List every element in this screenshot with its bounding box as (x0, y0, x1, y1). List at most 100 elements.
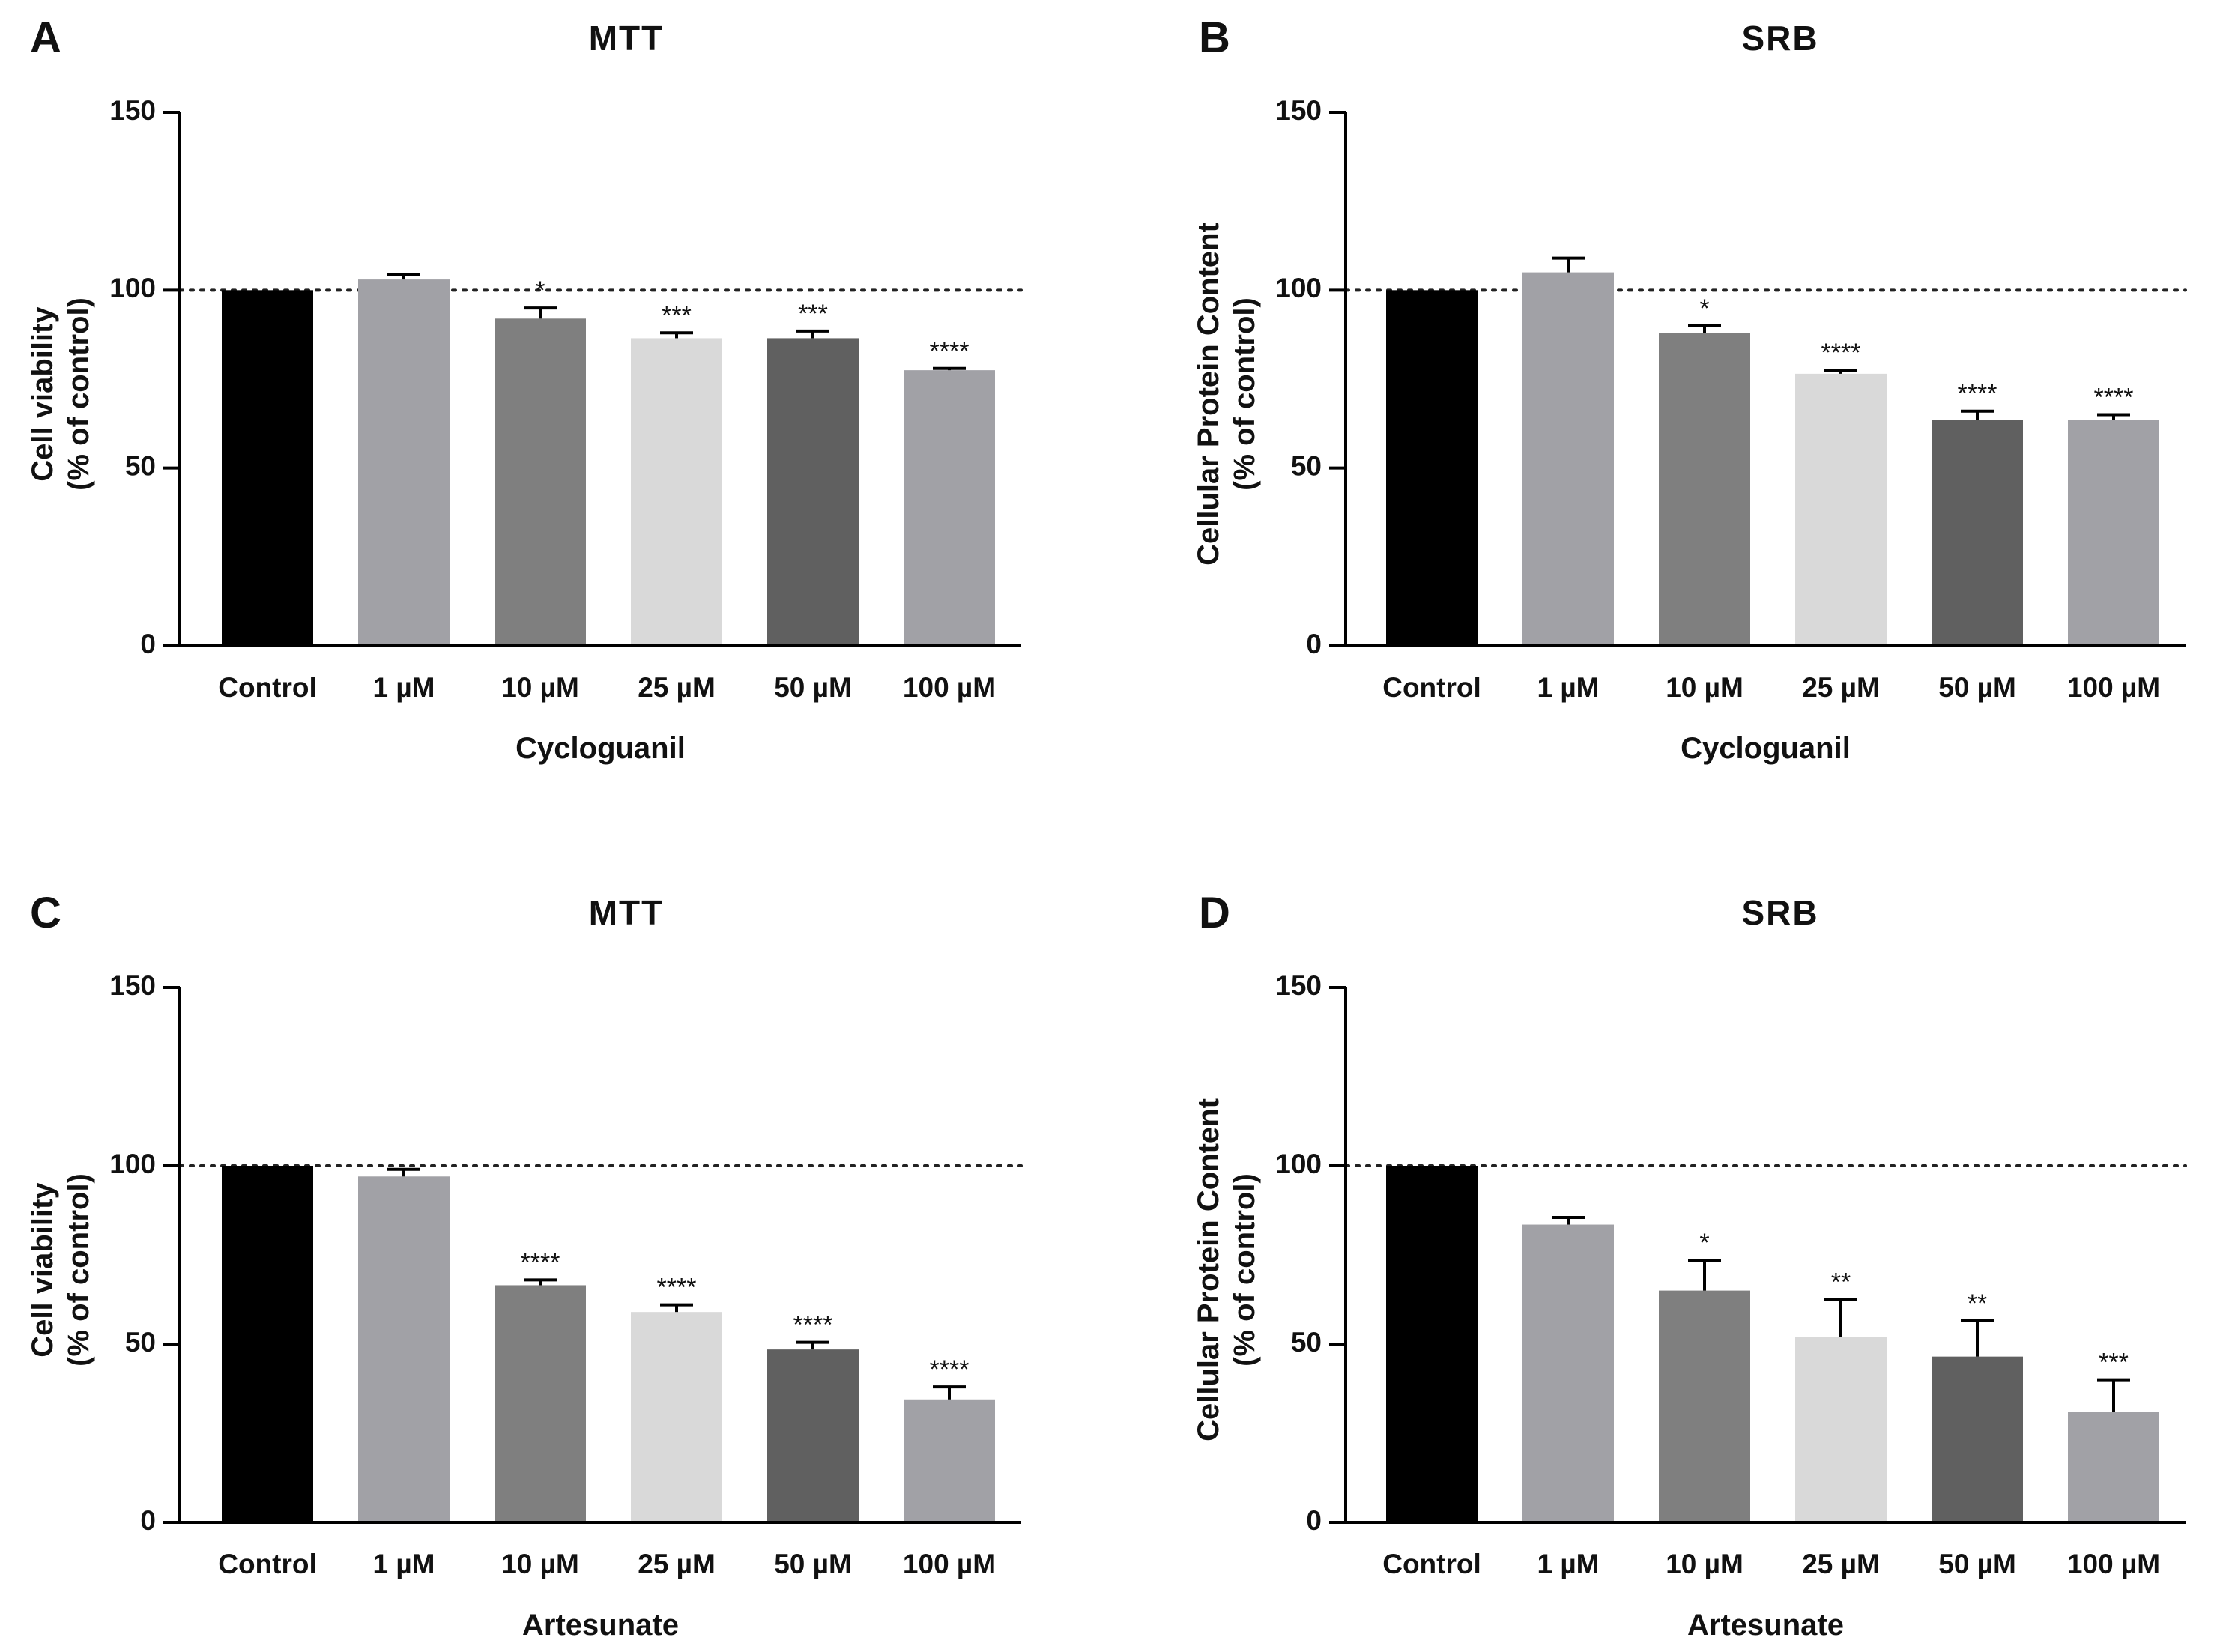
y-axis-label: Cellular Protein Content (1192, 223, 1225, 566)
panel-letter: D (1199, 889, 1230, 937)
bar (631, 1312, 722, 1522)
x-axis-label: Cycloguanil (515, 732, 686, 765)
x-tick-label: 1 µM (373, 1549, 435, 1579)
x-axis-label: Artesunate (1687, 1609, 1844, 1642)
bar (1522, 272, 1614, 646)
x-tick-label: 100 µM (2067, 1549, 2160, 1579)
bar (904, 370, 995, 646)
x-axis-label: Artesunate (522, 1609, 679, 1642)
significance-label: *** (2099, 1349, 2129, 1377)
x-tick-label: 100 µM (903, 672, 996, 703)
y-axis-label-units: (% of control) (1228, 297, 1261, 491)
x-axis-label: Cycloguanil (1681, 732, 1851, 765)
x-tick-label: 10 µM (501, 1549, 579, 1579)
significance-label: **** (2094, 383, 2134, 411)
bar (1795, 1337, 1887, 1522)
y-axis-label-units: (% of control) (62, 297, 95, 491)
significance-label: *** (662, 301, 692, 330)
chart-title: SRB (1741, 893, 1818, 932)
y-tick-label: 150 (1275, 970, 1322, 1001)
y-axis-label: Cell viability (26, 306, 59, 482)
x-tick-label: 1 µM (373, 672, 435, 703)
y-axis-label-units: (% of control) (62, 1173, 95, 1367)
x-tick-label: 1 µM (1537, 672, 1600, 703)
chart-title: SRB (1741, 19, 1818, 58)
bar (1522, 1224, 1614, 1522)
x-tick-label: 10 µM (1666, 1549, 1743, 1579)
significance-label: *** (798, 300, 828, 328)
bar (2068, 420, 2159, 646)
bar (495, 318, 586, 646)
chart-panel-d: D SRB Control 1 µM * 10 µM ** 25 µM ** 50 µM *** 10… (1192, 889, 2187, 1642)
chart-title: MTT (589, 893, 665, 932)
significance-label: **** (930, 1355, 970, 1384)
y-axis-label: Cell viability (26, 1182, 59, 1358)
y-tick-label: 50 (125, 1327, 156, 1358)
x-tick-label: 1 µM (1537, 1549, 1600, 1579)
y-tick-label: 50 (125, 450, 156, 481)
bar (1932, 1356, 2023, 1522)
y-tick-label: 100 (109, 273, 156, 303)
x-tick-label: 50 µM (774, 672, 852, 703)
bar (767, 1349, 859, 1522)
bar (358, 279, 450, 646)
bar (1795, 373, 1887, 646)
significance-label: ** (1968, 1289, 1987, 1318)
x-tick-label: Control (218, 672, 317, 703)
y-tick-label: 150 (1275, 95, 1322, 126)
bar (904, 1399, 995, 1522)
bar (767, 338, 859, 646)
significance-label: **** (1821, 339, 1861, 367)
x-tick-label: 25 µM (1802, 1549, 1880, 1579)
y-tick-label: 100 (1275, 273, 1322, 303)
significance-label: * (1699, 1229, 1709, 1257)
significance-label: **** (657, 1274, 697, 1302)
bar (222, 1166, 313, 1522)
y-tick-label: 100 (1275, 1149, 1322, 1179)
x-tick-label: Control (218, 1549, 317, 1579)
x-tick-label: 25 µM (638, 1549, 716, 1579)
significance-label: **** (521, 1248, 560, 1277)
bar (1659, 333, 1750, 646)
bar (222, 290, 313, 646)
significance-label: **** (930, 337, 970, 366)
panel-letter: A (30, 13, 61, 62)
x-tick-label: 50 µM (1938, 1549, 2016, 1579)
x-tick-label: 25 µM (1802, 672, 1880, 703)
significance-label: **** (793, 1311, 833, 1340)
x-tick-label: Control (1382, 672, 1481, 703)
y-tick-label: 0 (140, 629, 156, 659)
x-tick-label: 25 µM (638, 672, 716, 703)
x-tick-label: 10 µM (501, 672, 579, 703)
bar (1386, 1166, 1478, 1522)
x-tick-label: Control (1382, 1549, 1481, 1579)
bar (495, 1285, 586, 1522)
y-tick-label: 0 (1306, 629, 1322, 659)
y-tick-label: 50 (1291, 450, 1322, 481)
x-tick-label: 50 µM (1938, 672, 2016, 703)
y-tick-label: 100 (109, 1149, 156, 1179)
significance-label: ** (1831, 1268, 1851, 1297)
bar (631, 338, 722, 646)
x-tick-label: 50 µM (774, 1549, 852, 1579)
chart-title: MTT (589, 19, 665, 58)
bar (1659, 1290, 1750, 1522)
significance-label: * (535, 276, 545, 305)
y-tick-label: 50 (1291, 1327, 1322, 1358)
bar (2068, 1412, 2159, 1522)
chart-panel-a: A MTT Control 1 µM * 10 µM *** 25 µM *** 50 µM ***… (26, 13, 1023, 765)
significance-label: * (1699, 294, 1709, 323)
bar (358, 1176, 450, 1522)
y-tick-label: 0 (140, 1505, 156, 1536)
significance-label: **** (1958, 380, 1997, 408)
chart-panel-b: B SRB Control 1 µM * 10 µM **** 25 µM **** 50 µM *… (1192, 13, 2187, 765)
y-tick-label: 150 (109, 970, 156, 1001)
bar (1386, 290, 1478, 646)
x-tick-label: 10 µM (1666, 672, 1743, 703)
panel-letter: C (30, 889, 61, 937)
bar (1932, 420, 2023, 646)
panel-letter: B (1199, 13, 1230, 62)
y-tick-label: 0 (1306, 1505, 1322, 1536)
y-tick-label: 150 (109, 95, 156, 126)
